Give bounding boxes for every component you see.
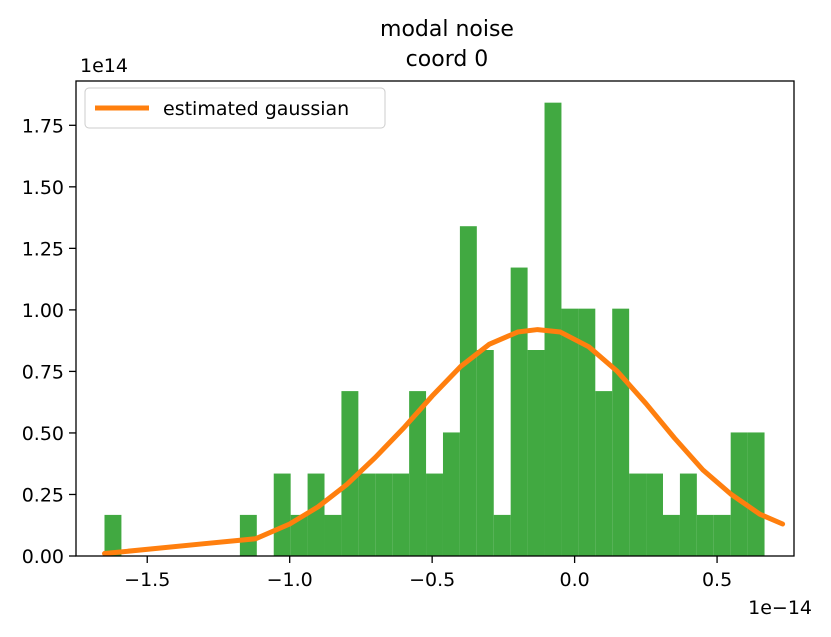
histogram-bar xyxy=(595,391,613,556)
histogram-bar xyxy=(324,514,342,556)
histogram-bar xyxy=(493,514,511,556)
x-tick-label: 0.5 xyxy=(702,569,732,591)
y-axis-offset-label: 1e14 xyxy=(80,55,128,77)
histogram-bars xyxy=(104,102,765,557)
histogram-bar xyxy=(409,391,427,556)
histogram-bar xyxy=(358,473,376,556)
x-tick-label: 0.0 xyxy=(560,569,590,591)
histogram-bar xyxy=(578,308,596,556)
chart-title-line-2: coord 0 xyxy=(406,47,489,72)
estimated-gaussian-line xyxy=(101,327,786,557)
histogram-bar xyxy=(612,308,630,556)
histogram-bar xyxy=(527,350,545,556)
y-tick-label: 0.00 xyxy=(22,546,64,568)
legend-label-estimated-gaussian: estimated gaussian xyxy=(163,98,349,120)
histogram-bar xyxy=(459,226,477,556)
x-tick-label: −1.5 xyxy=(124,569,170,591)
legend-box xyxy=(84,87,386,129)
x-tick-label: −0.5 xyxy=(409,569,455,591)
plot-area xyxy=(75,80,795,557)
histogram-bar xyxy=(696,514,714,556)
histogram-bar xyxy=(646,473,663,556)
histogram-bar xyxy=(392,473,410,556)
histogram-bar xyxy=(239,514,257,556)
x-axis: −1.5 −1.0 −0.5 0.0 0.5 xyxy=(124,556,732,591)
histogram-bar xyxy=(713,514,731,556)
histogram-bar xyxy=(341,391,359,556)
histogram-bar xyxy=(561,308,579,556)
y-tick-label: 1.25 xyxy=(22,238,64,260)
x-tick-label: −1.0 xyxy=(267,569,313,591)
histogram-bar xyxy=(679,473,697,556)
y-tick-label: 1.75 xyxy=(22,115,64,137)
x-axis-offset-label: 1e−14 xyxy=(748,597,812,619)
histogram-bar xyxy=(426,473,443,556)
histogram-bar xyxy=(290,514,308,556)
y-tick-label: 0.75 xyxy=(22,361,64,383)
histogram-bar xyxy=(476,350,494,556)
y-tick-label: 0.50 xyxy=(22,423,64,445)
y-tick-label: 1.50 xyxy=(22,177,64,199)
histogram-bar xyxy=(442,432,460,556)
histogram-bar xyxy=(510,267,528,556)
legend: estimated gaussian xyxy=(84,87,386,129)
y-axis: 0.00 0.25 0.50 0.75 1.00 1.25 1.50 1.75 xyxy=(22,115,76,568)
histogram-bar xyxy=(629,473,647,556)
histogram-bar xyxy=(730,432,748,556)
y-tick-label: 1.00 xyxy=(22,300,64,322)
histogram-bar xyxy=(747,432,765,556)
histogram-bar xyxy=(104,514,122,556)
histogram-bar xyxy=(662,514,680,556)
y-tick-label: 0.25 xyxy=(22,484,64,506)
axes-frame xyxy=(75,80,795,557)
chart-title: modal noise coord 0 xyxy=(380,17,514,72)
histogram-bar xyxy=(273,473,291,556)
histogram-bar xyxy=(375,473,393,556)
chart-title-line-1: modal noise xyxy=(380,17,514,42)
histogram-bar xyxy=(307,473,325,556)
